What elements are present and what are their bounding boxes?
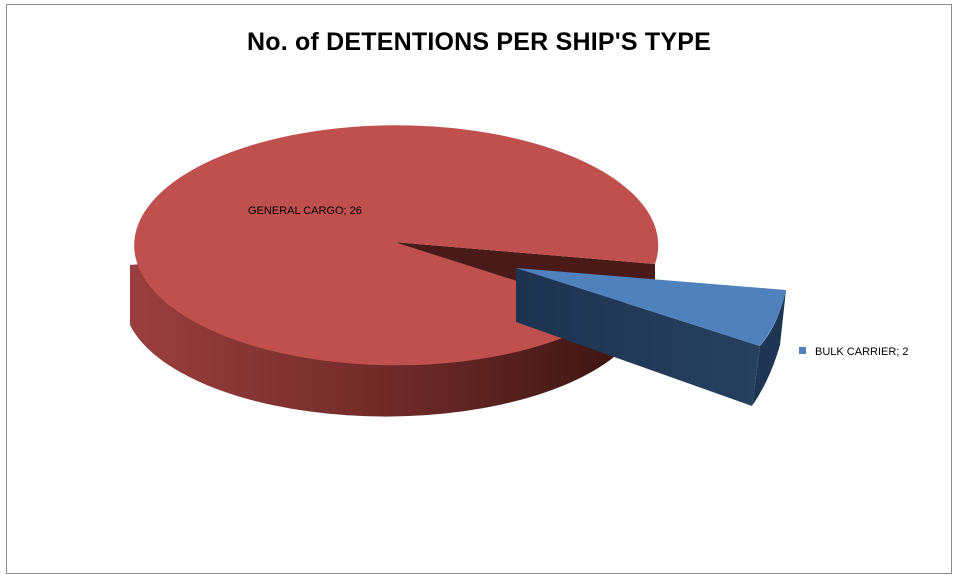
legend-swatch-bulk-carrier (799, 347, 806, 354)
data-label-general-cargo: GENERAL CARGO; 26 (248, 205, 362, 217)
chart-title: No. of DETENTIONS PER SHIP'S TYPE (247, 28, 711, 56)
slice-bulk-carrier-side (516, 268, 760, 406)
slice-bulk-carrier-rim (752, 290, 786, 406)
legend-label-bulk-carrier: BULK CARRIER; 2 (815, 346, 909, 358)
slice-bulk-carrier (516, 268, 786, 346)
